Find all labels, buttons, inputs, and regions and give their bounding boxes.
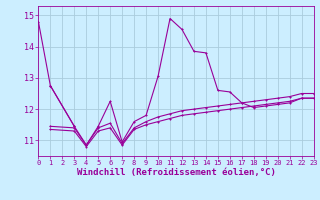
X-axis label: Windchill (Refroidissement éolien,°C): Windchill (Refroidissement éolien,°C) <box>76 168 276 177</box>
